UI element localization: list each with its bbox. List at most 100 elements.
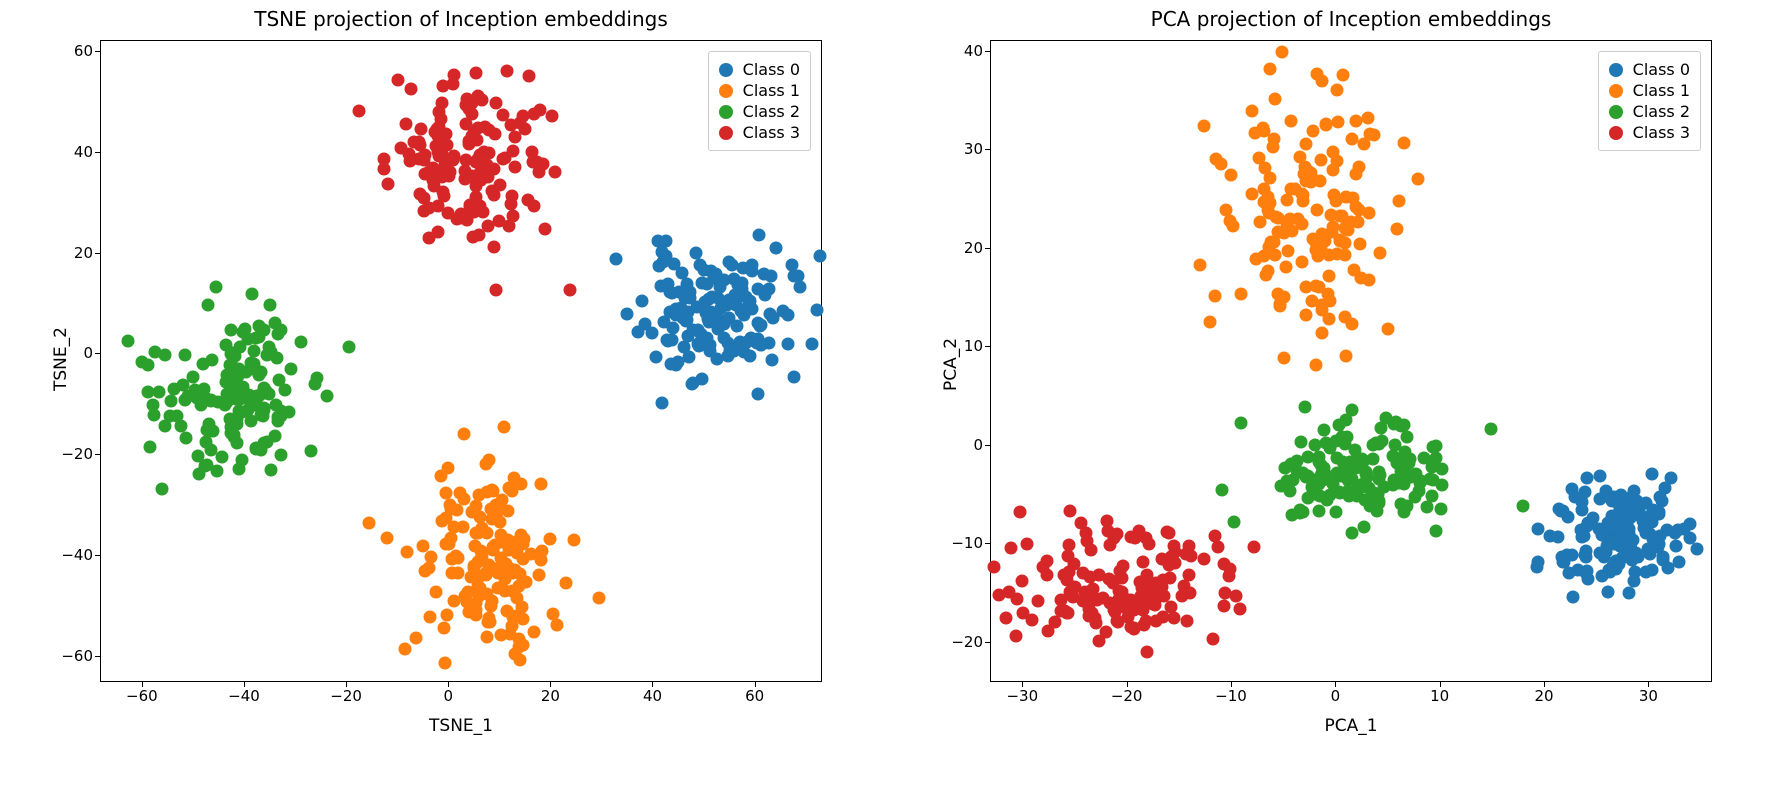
scatter-point-class3	[999, 612, 1012, 625]
legend-row: Class 3	[1609, 123, 1690, 142]
scatter-point-class3	[1233, 602, 1246, 615]
scatter-point-class1	[1312, 249, 1325, 262]
ytick-label: 0	[83, 344, 101, 362]
pca-legend: Class 0Class 1Class 2Class 3	[1598, 51, 1701, 151]
scatter-point-class3	[1075, 516, 1088, 529]
scatter-point-class1	[1197, 119, 1210, 132]
scatter-point-class0	[791, 270, 804, 283]
scatter-point-class2	[1436, 478, 1449, 491]
scatter-point-class1	[470, 604, 483, 617]
scatter-point-class0	[1552, 531, 1565, 544]
scatter-point-class0	[766, 312, 779, 325]
scatter-point-class2	[1425, 490, 1438, 503]
scatter-point-class2	[1227, 516, 1240, 529]
scatter-point-class3	[500, 64, 513, 77]
legend-row: Class 2	[1609, 102, 1690, 121]
scatter-point-class1	[1412, 173, 1425, 186]
scatter-point-class2	[1299, 400, 1312, 413]
scatter-point-class0	[754, 319, 767, 332]
scatter-point-class2	[168, 382, 181, 395]
scatter-point-class2	[1429, 525, 1442, 538]
scatter-point-class1	[1331, 84, 1344, 97]
scatter-point-class3	[1179, 547, 1192, 560]
scatter-point-class2	[1341, 431, 1354, 444]
scatter-point-class1	[1332, 115, 1345, 128]
scatter-point-class2	[165, 395, 178, 408]
scatter-point-class3	[549, 165, 562, 178]
scatter-point-class1	[535, 478, 548, 491]
scatter-point-class3	[1168, 611, 1181, 624]
scatter-point-class2	[1376, 434, 1389, 447]
scatter-point-class1	[1277, 351, 1290, 364]
scatter-point-class3	[475, 93, 488, 106]
scatter-point-class2	[1313, 505, 1326, 518]
legend-label: Class 3	[743, 123, 800, 142]
scatter-point-class1	[458, 428, 471, 441]
scatter-point-class3	[460, 117, 473, 130]
scatter-point-class3	[1198, 553, 1211, 566]
legend-marker-icon	[1609, 63, 1623, 77]
scatter-point-class3	[1147, 581, 1160, 594]
scatter-point-class1	[492, 499, 505, 512]
scatter-point-class1	[544, 532, 557, 545]
scatter-point-class1	[1362, 111, 1375, 124]
scatter-point-class3	[1219, 586, 1232, 599]
scatter-point-class1	[475, 545, 488, 558]
scatter-point-class0	[1683, 531, 1696, 544]
scatter-point-class2	[141, 359, 154, 372]
scatter-point-class1	[1245, 104, 1258, 117]
scatter-point-class3	[528, 200, 541, 213]
legend-label: Class 3	[1633, 123, 1690, 142]
scatter-point-class1	[483, 454, 496, 467]
scatter-point-class1	[513, 579, 526, 592]
scatter-point-class1	[1342, 223, 1355, 236]
scatter-point-class1	[1257, 125, 1270, 138]
scatter-point-class0	[658, 316, 671, 329]
pca-xlabel: PCA_1	[991, 716, 1711, 736]
legend-row: Class 1	[1609, 81, 1690, 100]
legend-marker-icon	[719, 105, 733, 119]
legend-label: Class 2	[1633, 102, 1690, 121]
scatter-point-class1	[528, 625, 541, 638]
scatter-point-class1	[1338, 248, 1351, 261]
scatter-point-class3	[1139, 532, 1152, 545]
scatter-point-class2	[269, 399, 282, 412]
scatter-point-class3	[546, 109, 559, 122]
ytick-label: −60	[61, 647, 101, 665]
scatter-point-class1	[593, 591, 606, 604]
scatter-point-class3	[381, 178, 394, 191]
scatter-point-class2	[205, 353, 218, 366]
xtick-label: 20	[541, 687, 560, 705]
scatter-point-class0	[1690, 542, 1703, 555]
scatter-point-class3	[477, 146, 490, 159]
scatter-point-class2	[231, 437, 244, 450]
scatter-point-class0	[744, 349, 757, 362]
scatter-point-class1	[482, 562, 495, 575]
scatter-point-class0	[1623, 586, 1636, 599]
legend-marker-icon	[719, 84, 733, 98]
scatter-point-class3	[404, 83, 417, 96]
scatter-point-class0	[1580, 545, 1593, 558]
scatter-point-class1	[1260, 268, 1273, 281]
tsne-title: TSNE projection of Inception embeddings	[101, 7, 821, 31]
scatter-point-class3	[1014, 506, 1027, 519]
scatter-point-class3	[437, 79, 450, 92]
scatter-point-class3	[428, 126, 441, 139]
scatter-point-class1	[525, 547, 538, 560]
scatter-point-class1	[1299, 137, 1312, 150]
scatter-point-class3	[1063, 566, 1076, 579]
scatter-point-class1	[1264, 196, 1277, 209]
scatter-point-class3	[988, 560, 1001, 573]
scatter-point-class1	[1310, 68, 1323, 81]
scatter-point-class3	[1085, 583, 1098, 596]
scatter-point-class3	[1100, 626, 1113, 639]
scatter-point-class3	[1016, 575, 1029, 588]
ytick-label: −20	[61, 445, 101, 463]
scatter-point-class0	[751, 387, 764, 400]
scatter-point-class0	[763, 283, 776, 296]
scatter-point-class3	[1161, 526, 1174, 539]
scatter-point-class3	[522, 70, 535, 83]
scatter-point-class1	[1353, 237, 1366, 250]
scatter-point-class2	[268, 430, 281, 443]
scatter-point-class1	[1398, 136, 1411, 149]
